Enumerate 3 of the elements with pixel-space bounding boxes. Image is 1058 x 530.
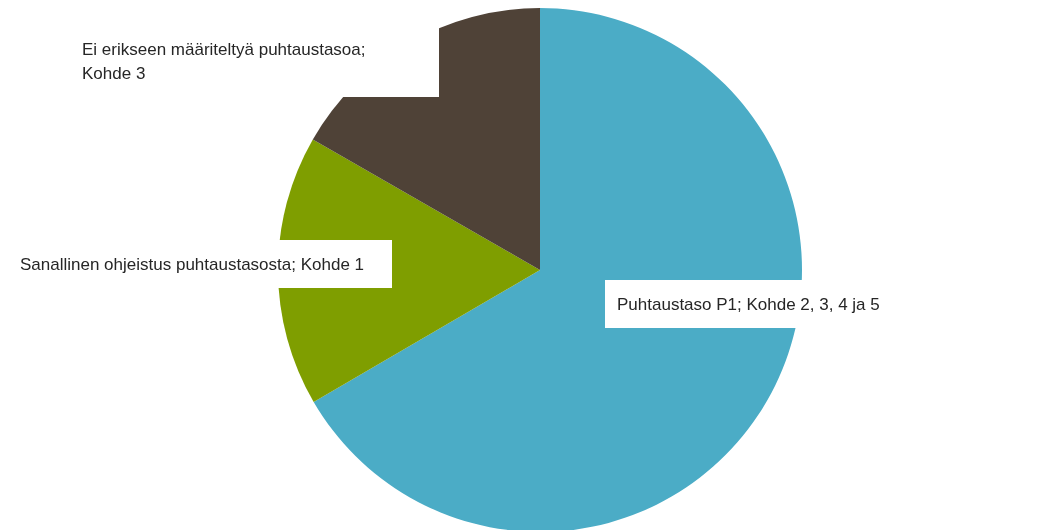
- slice-label: Puhtaustaso P1; Kohde 2, 3, 4 ja 5: [617, 294, 880, 314]
- slice-label: Ei erikseen määriteltyä puhtaustasoa; Kohde 3: [82, 39, 371, 83]
- slice-label: Sanallinen ohjeistus puhtaustasosta; Kohde 1: [20, 254, 365, 274]
